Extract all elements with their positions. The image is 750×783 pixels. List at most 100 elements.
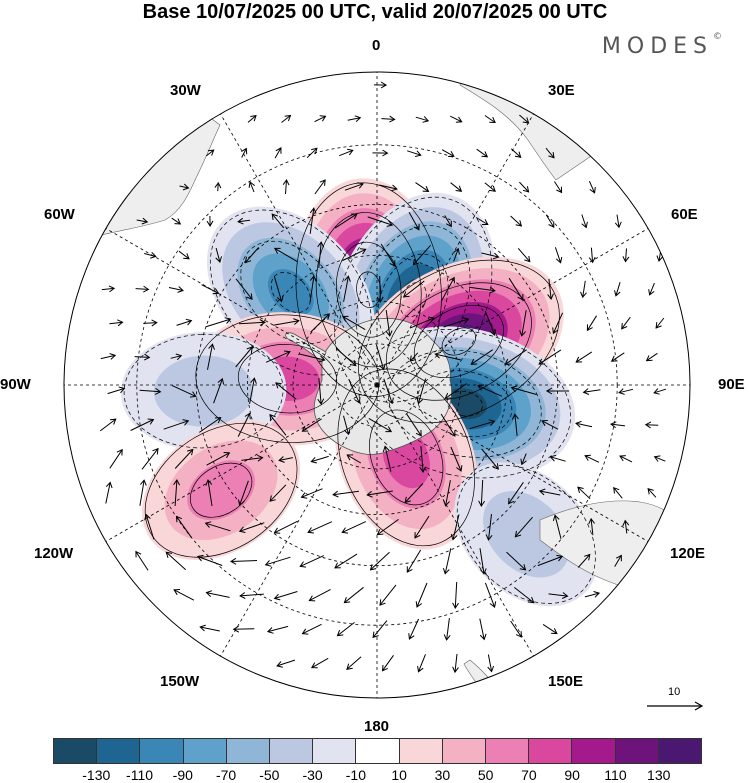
colorbar-tick-label: -110 [126,767,154,783]
wind-vector-arrow [434,351,461,361]
wind-vector-arrow [545,387,570,395]
wind-vector-arrow [273,318,300,326]
colorbar-tick-label: 130 [647,767,671,783]
wind-vector-arrow [249,377,257,404]
wind-vector-arrow [317,241,325,268]
colorbar-tick-label: 70 [521,767,537,783]
wind-vector-arrow [554,247,563,264]
wind-vector-arrow [343,415,351,436]
wind-vector-arrow [653,455,666,462]
wind-vector-arrow [584,454,600,463]
wind-vector-arrow [299,353,326,363]
wind-vector-arrow [214,181,222,192]
wind-vector-arrow [335,348,357,367]
wind-vector-arrow [135,550,149,571]
colorbar-tick-label: 110 [604,767,627,783]
wind-vector-arrow [199,417,222,433]
wind-vector-arrow [478,479,486,507]
anomaly-contour-set [334,196,493,403]
wind-vector-arrow [479,548,487,575]
wind-vector-arrow [109,448,123,469]
wind-vector-arrow [334,553,358,569]
wind-vector-arrow [618,388,634,395]
colorbar-swatch [269,739,313,763]
colorbar-swatch [54,739,97,763]
anomaly-level-fill [267,269,314,316]
map-title: Base 10/07/2025 00 UTC, valid 20/07/2025… [142,1,608,23]
colorbar-tick-label: -90 [172,767,193,783]
wind-vector-arrow [105,481,113,504]
wind-vector-arrow [588,517,595,536]
wind-vector-arrow [139,387,162,395]
wind-vector-arrow [385,310,393,337]
wind-vector-arrow [614,214,622,229]
meridian-line [376,113,534,386]
wind-vector-arrow [178,250,190,260]
wind-vector-arrow [107,386,126,395]
wind-vector-arrow [610,421,626,429]
wind-vector-arrow [537,554,564,567]
wind-vector-arrow [239,592,264,599]
meridian-line [376,228,649,386]
anomaly-contour-line [413,304,504,379]
anomaly-level-fill [153,355,254,427]
anomaly-contour-line [417,370,513,438]
wind-vector-arrow [343,275,351,302]
wind-vector-arrow [581,214,588,229]
wind-vector-arrow [334,213,358,229]
wind-vector-arrow [376,518,399,536]
wind-vector-arrow [552,514,562,539]
anomaly-negative-center [454,462,599,607]
south-pole-marker [374,382,380,388]
wind-vector-arrow [484,310,497,337]
wind-vector-arrow [517,247,531,263]
wind-vector-arrow [238,522,265,533]
wind-vector-arrow [409,316,435,329]
colorbar-swatch [657,739,702,763]
wind-vector-arrow [548,592,569,599]
wind-vector-arrow [344,182,364,191]
wind-vector-arrow [341,315,366,331]
colorbar-tick-label: -10 [345,767,366,783]
wind-vector-arrow [139,479,147,506]
wind-vector-arrow [450,514,460,541]
wind-vector-arrow [442,548,452,575]
wind-vector-arrow [144,251,157,259]
wind-vector-arrow [173,589,195,601]
lon-label-0: 0 [372,37,381,54]
anomaly-contour-line [377,253,449,346]
wind-vector-arrow [336,622,355,637]
wind-vector-arrow [444,383,467,399]
wind-vector-arrow [372,149,389,157]
wind-vector-arrow [417,654,426,673]
wind-vector-arrow [381,655,394,672]
antarctica-coastline [313,317,452,455]
wind-vector-arrow [369,551,390,571]
wind-vector-arrow [310,455,329,464]
lon-label-180: 180 [364,718,390,735]
wind-vector-arrow [443,618,451,641]
wind-vector-arrow [136,217,149,225]
wind-vector-arrow [519,310,527,337]
wind-vector-arrow [196,554,223,566]
wind-vector-arrow [575,351,593,363]
wind-vector-arrow [621,316,631,330]
wind-vector-arrow [273,520,298,534]
wind-vector-arrow [415,182,430,192]
wind-vector-arrow [645,352,658,362]
wind-vector-arrow [101,285,116,293]
wind-vector-arrow [100,353,117,360]
wind-vector-arrow [440,413,456,437]
wind-vector-arrow [508,482,524,505]
wind-vector-arrow [281,114,292,123]
wind-vector-arrow [408,211,420,231]
wind-vector-arrow [415,116,430,123]
lon-label-120w: 120W [34,545,74,562]
anomaly-level-fill [187,460,255,521]
colorbar-swatch [485,739,529,763]
wind-vector-arrow [165,551,187,571]
wind-vector-arrow [584,591,601,598]
wind-vector-arrow [168,286,184,293]
anomaly-contour-line [446,390,483,417]
colorbar [53,738,702,764]
